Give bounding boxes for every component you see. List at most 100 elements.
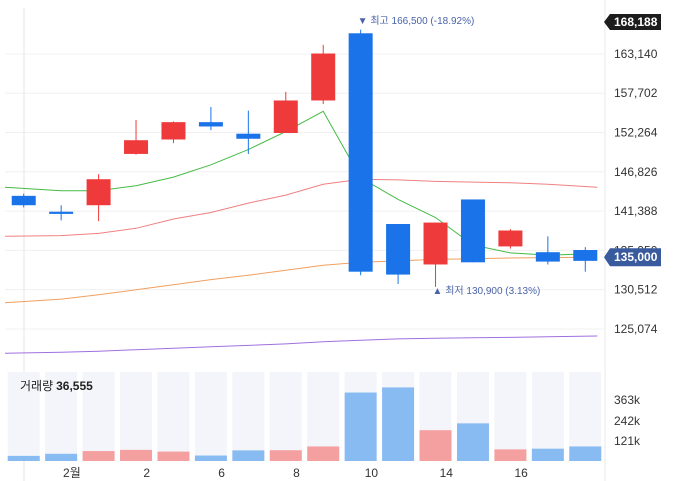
volume-bar-5 [194,455,227,461]
x-tick-2: 6 [218,466,225,480]
x-tick-6: 16 [514,466,528,480]
x-tick-5: 14 [440,466,454,480]
volume-column-13 [494,372,527,461]
volume-column-0 [7,372,40,461]
candle-body-1 [49,211,74,214]
last-price-badge-shape [604,248,661,267]
candle-body-12 [460,199,485,263]
price-tick-1: 157,702 [614,86,658,100]
candle-6 [236,110,261,154]
volume-bar-12 [456,423,489,461]
price-tick-7: 125,074 [614,322,658,336]
candle-13 [498,229,523,249]
volume-last-value: 36,555 [56,379,93,393]
high-annotation: ▼ 최고 166,500 (-18.92%) [358,15,475,27]
volume-tick-0: 363k [614,393,641,407]
high-low-annotations: ▼ 최고 166,500 (-18.92%) ▲ 최저 130,900 (3.13… [358,15,541,297]
x-tick-1: 2 [143,466,150,480]
volume-column-8 [307,372,340,461]
volume-bar-0 [7,455,40,461]
volume-bar-1 [45,453,78,461]
candle-body-11 [423,222,448,265]
x-tick-3: 8 [293,466,300,480]
low-annotation: ▲ 최저 130,900 (3.13%) [433,285,541,297]
current-price-badge: 168,188 [604,14,661,30]
candle-4 [161,121,186,144]
candle-body-3 [124,140,149,154]
volume-column-3 [120,372,153,461]
candle-body-5 [198,122,223,127]
candle-12 [460,199,485,263]
volume-bar-8 [307,446,340,461]
x-axis: 2월 2 6 8 10 14 16 [63,466,528,480]
price-tick-6: 130,512 [614,283,658,297]
price-badges: 168,188 135,000 [604,14,661,267]
moving-average-line-0 [4,110,598,256]
volume-bar-2 [82,451,115,461]
x-tick-0: 2월 [63,466,81,480]
last-price-badge: 135,000 [604,248,661,267]
current-price-label: 168,188 [614,15,658,29]
price-axis: 163,140157,702152,264146,826141,388135,9… [614,47,658,336]
volume-tick-1: 242k [614,414,641,428]
volume-tick-2: 121k [614,434,641,448]
price-tick-4: 141,388 [614,204,658,218]
candle-body-14 [535,252,560,262]
candle-body-8 [311,53,336,101]
volume-column-6 [232,372,265,461]
candle-body-10 [386,224,411,275]
last-price-label: 135,000 [614,250,658,264]
candle-body-15 [573,250,598,261]
candle-7 [273,91,298,133]
current-price-badge-shape [604,14,661,30]
price-tick-2: 152,264 [614,126,658,140]
volume-bar-14 [531,448,564,461]
price-tick-3: 146,826 [614,165,658,179]
candle-8 [311,44,336,105]
volume-column-14 [531,372,564,461]
candlesticks [11,29,598,287]
candle-1 [49,205,74,221]
volume-bar-3 [120,449,153,461]
volume-column-15 [569,372,602,461]
volume-column-5 [194,372,227,461]
volume-title: 거래량 [20,379,54,393]
candle-body-6 [236,133,261,139]
candle-10 [386,224,411,284]
volume-column-1 [45,372,78,461]
candle-body-9 [348,33,373,272]
volume-column-7 [269,372,302,461]
candle-2 [86,174,111,222]
candle-15 [573,247,598,272]
volume-bar-11 [419,430,452,461]
volume-bar-10 [382,387,415,461]
volume-label: 거래량 36,555 [20,377,93,394]
volume-bar-15 [569,446,602,461]
price-tick-0: 163,140 [614,47,658,61]
candle-5 [198,106,223,131]
candle-body-0 [11,195,36,206]
candle-0 [11,193,36,208]
candle-body-2 [86,179,111,206]
moving-average-lines [4,110,598,354]
volume-bar-6 [232,450,265,461]
candle-3 [124,119,149,155]
candle-11 [423,222,448,287]
candle-body-4 [161,122,186,140]
volume-bar-4 [157,451,190,461]
volume-background-columns [7,372,602,461]
volume-bars [7,387,602,461]
volume-column-4 [157,372,190,461]
grid-lines [5,0,606,481]
volume-bar-7 [269,450,302,461]
candle-body-7 [273,100,298,133]
volume-bar-9 [344,392,377,461]
volume-column-2 [82,372,115,461]
volume-axis: 363k 242k 121k [614,393,641,448]
moving-average-line-1 [4,178,598,237]
moving-average-line-3 [4,335,598,354]
moving-average-line-2 [4,256,598,304]
x-tick-4: 10 [365,466,379,480]
volume-bar-13 [494,449,527,461]
